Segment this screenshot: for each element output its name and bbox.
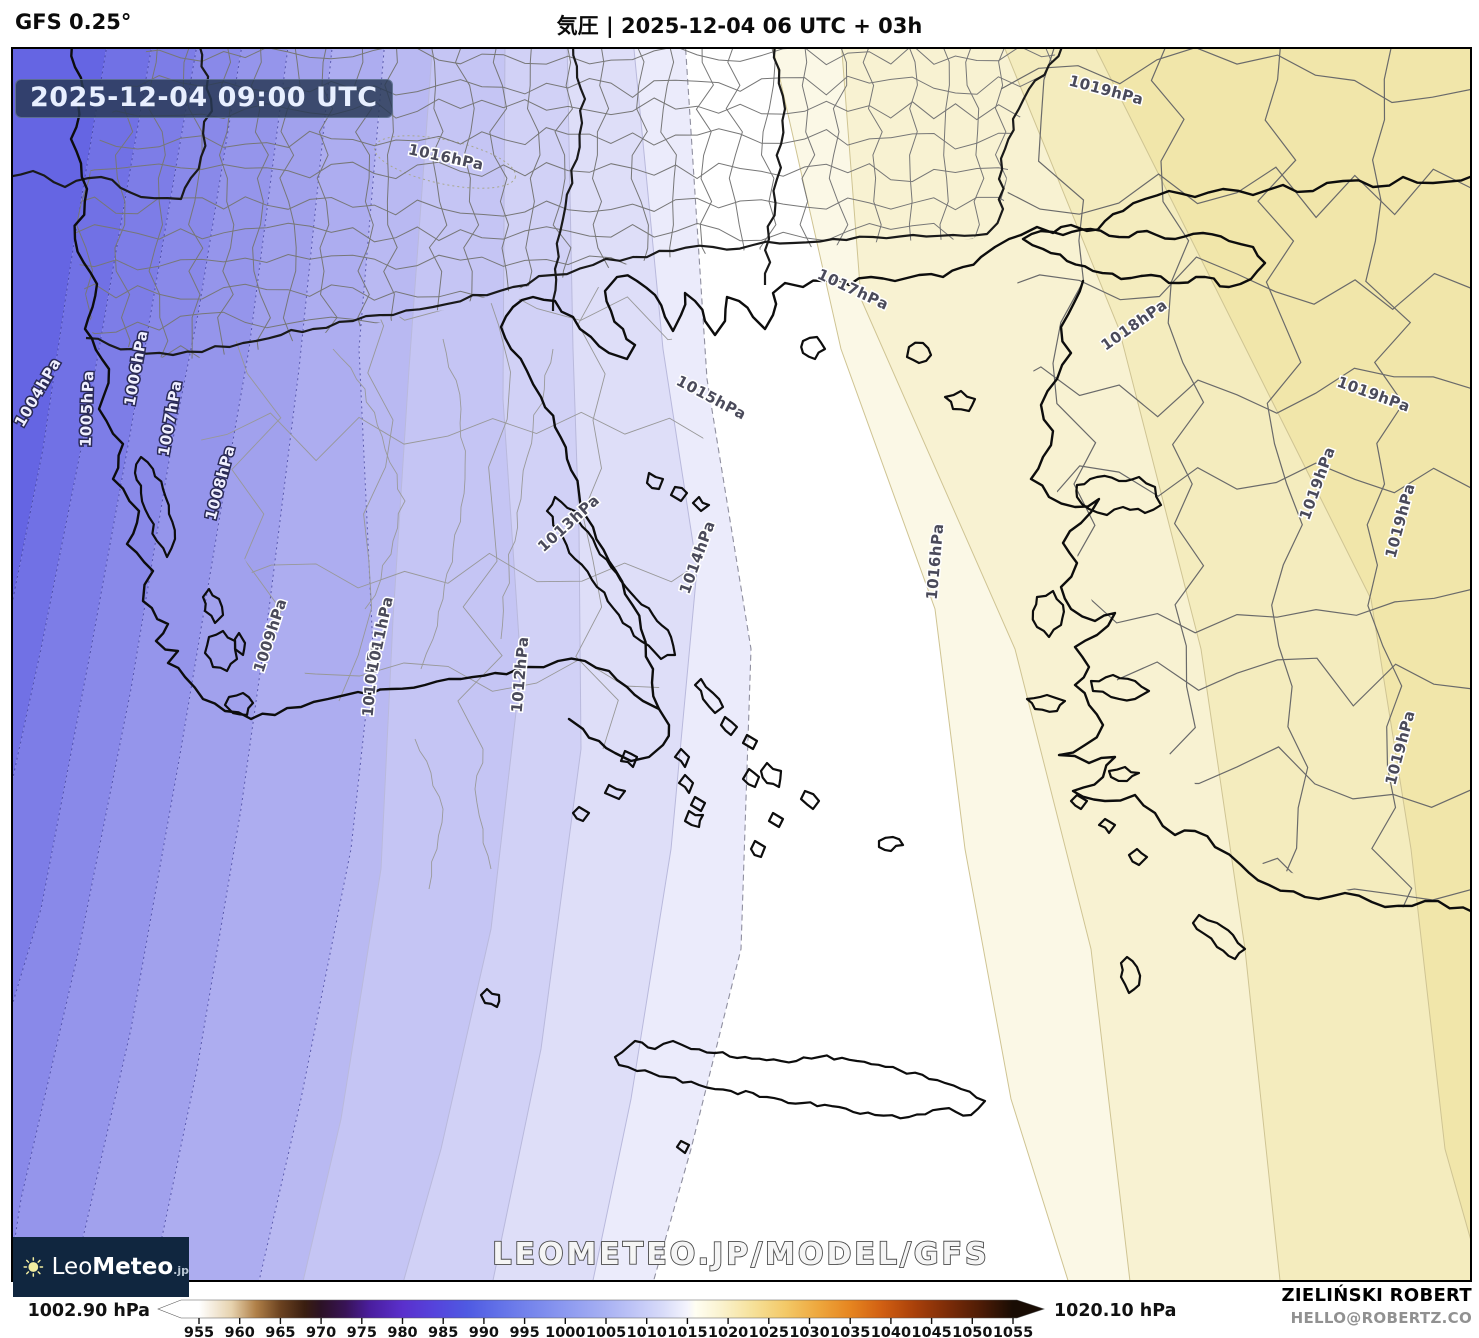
colorbar-tick-label: 1045 (911, 1325, 951, 1338)
colorbar-tick-label: 1005 (586, 1325, 626, 1338)
colorbar-min-label: 1002.90 hPa (28, 1301, 150, 1321)
colorbar-ticks: 955 960 965 970 975 980 985 990 995 1000 1005 1010 1… (184, 1318, 1033, 1338)
colorbar-tick-label: 1010 (627, 1325, 667, 1338)
colorbar-tick-label: 1030 (789, 1325, 829, 1338)
logo-text-suffix: .jp (173, 1264, 189, 1277)
colorbar-tick-label: 1055 (993, 1325, 1033, 1338)
timestamp-badge: 2025-12-04 09:00 UTC (15, 79, 393, 118)
colorbar-tick-label: 1035 (830, 1325, 870, 1338)
credits-name: ZIELIŃSKI ROBERT (1281, 1285, 1472, 1306)
admin-boundaries-layer (183, 279, 713, 749)
colorbar: 955 960 965 970 975 980 985 990 995 1000 1005 1010 1… (0, 1280, 1479, 1338)
watermark: LEOMETEO.JP/MODEL/GFS (492, 1237, 989, 1272)
colorbar-tick-label: 995 (509, 1325, 539, 1338)
colorbar-tick-label: 1040 (871, 1325, 911, 1338)
colorbar-canvas: 955 960 965 970 975 980 985 990 995 1000 1005 1010 1… (28, 1299, 1176, 1338)
colorbar-tick-label: 980 (387, 1325, 417, 1338)
coastlines-layer (69, 49, 1470, 1155)
colorbar-tick-label: 975 (347, 1325, 377, 1338)
map-title: 気圧 | 2025-12-04 06 UTC + 03h (556, 14, 923, 38)
colorbar-tick-label: 1020 (708, 1325, 748, 1338)
contour-label: 1005hPa (77, 370, 98, 447)
colorbar-tick-label: 955 (184, 1325, 214, 1338)
colorbar-gradient (157, 1299, 1045, 1319)
model-label: GFS 0.25° (15, 10, 132, 34)
colorbar-tick-label: 1015 (667, 1325, 707, 1338)
pressure-bands-layer (13, 49, 1470, 1280)
pressure-map: LEOMETEO.JP/MODEL/GFS 1004hPa 1005hPa 1006h… (11, 47, 1472, 1297)
regional-boundaries-layer (332, 338, 554, 890)
colorbar-tick-label: 1000 (545, 1325, 585, 1338)
sun-icon (23, 1257, 44, 1277)
leometeo-logo: LeoMeteo.jp (13, 1237, 189, 1297)
colorbar-tick-label: 1050 (952, 1325, 992, 1338)
colorbar-tick-label: 970 (306, 1325, 336, 1338)
colorbar-tick-label: 960 (225, 1325, 255, 1338)
credits-email: HELLO@ROBERTZ.CO (1290, 1309, 1472, 1327)
logo-text: LeoMeteo.jp (52, 1254, 189, 1280)
colorbar-tick-label: 985 (428, 1325, 458, 1338)
colorbar-tick-label: 965 (265, 1325, 295, 1338)
credits: ZIELIŃSKI ROBERT HELLO@ROBERTZ.CO (1282, 1285, 1472, 1327)
logo-text-light: Leo (51, 1254, 93, 1280)
logo-text-bold: Meteo (92, 1254, 174, 1280)
colorbar-tick-label: 1025 (749, 1325, 789, 1338)
colorbar-tick-label: 990 (469, 1325, 499, 1338)
colorbar-max-label: 1020.10 hPa (1054, 1301, 1176, 1321)
